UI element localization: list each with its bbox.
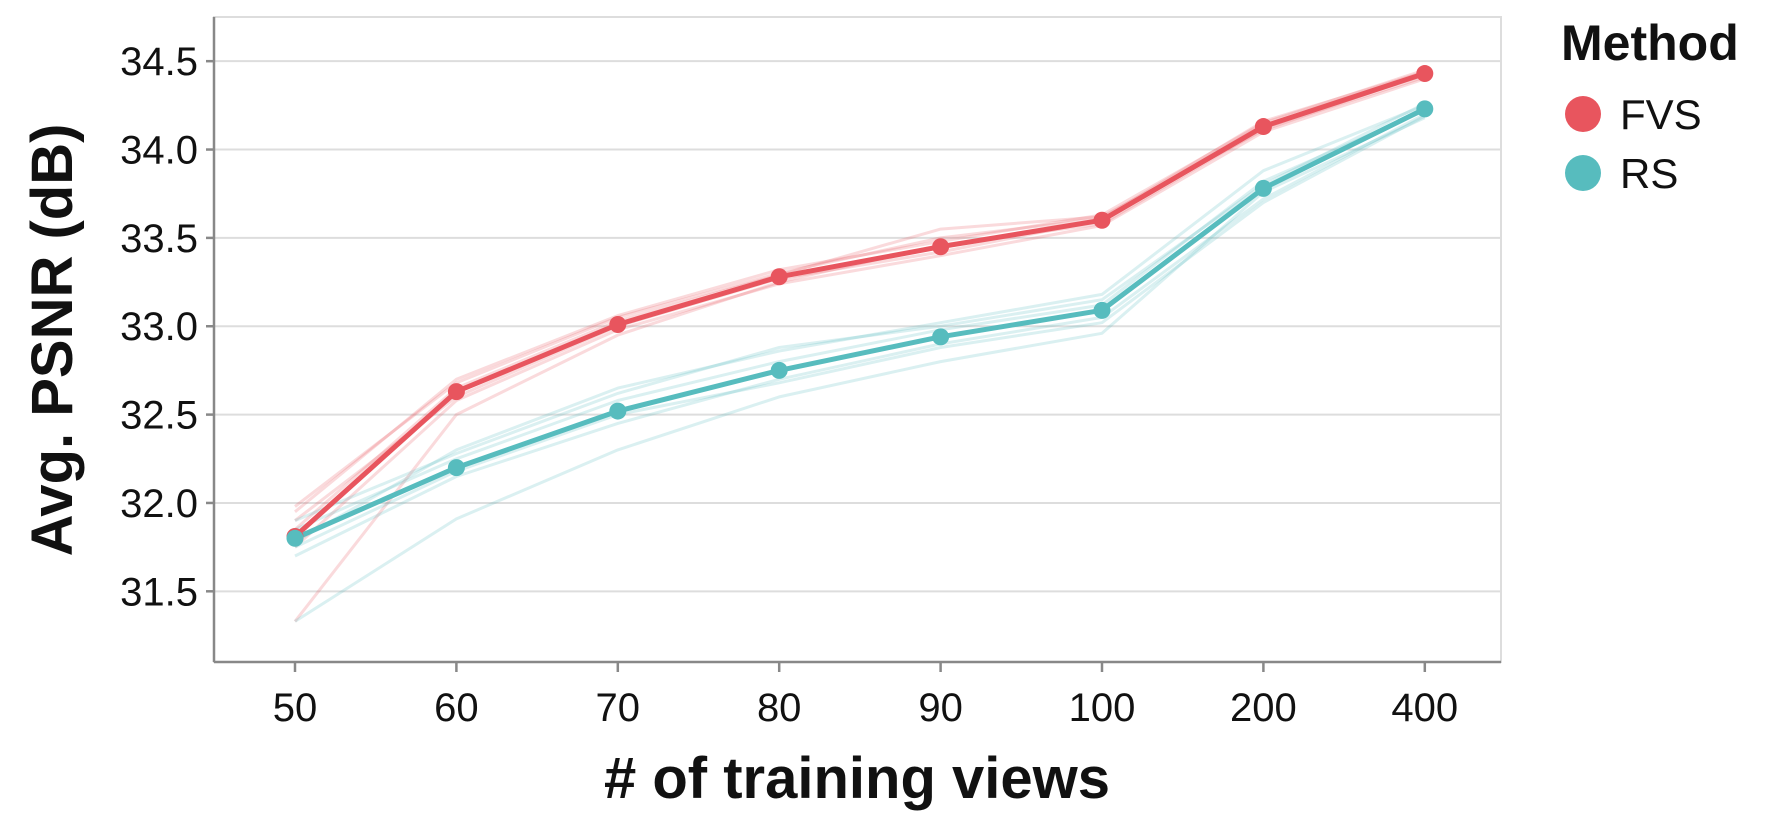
run-line-fvs bbox=[294, 70, 1426, 508]
series-line-fvs bbox=[293, 71, 1426, 539]
data-point-rs bbox=[1254, 179, 1272, 197]
x-axis-ticks: 50 60 70 80 90 100 200 400 bbox=[273, 662, 1458, 730]
data-point-rs bbox=[286, 529, 304, 547]
run-line-rs bbox=[294, 116, 1426, 623]
run-line-fvs bbox=[294, 68, 1426, 513]
x-tick-label: 100 bbox=[1069, 686, 1136, 730]
data-point-rs bbox=[1093, 301, 1111, 319]
series-line-rs bbox=[293, 106, 1426, 541]
y-axis-title: Avg. PSNR (dB) bbox=[20, 124, 85, 557]
legend-swatch-rs bbox=[1565, 155, 1601, 191]
series-lines bbox=[293, 71, 1426, 541]
y-tick-label: 33.5 bbox=[120, 217, 198, 261]
run-line-rs bbox=[294, 102, 1426, 522]
legend-label-rs: RS bbox=[1620, 150, 1678, 197]
data-point-rs bbox=[447, 459, 465, 477]
series-points bbox=[286, 65, 1434, 547]
legend-title: Method bbox=[1561, 15, 1739, 71]
legend-swatch-fvs bbox=[1565, 96, 1601, 132]
run-line-fvs bbox=[293, 75, 1426, 623]
data-point-fvs bbox=[932, 238, 950, 256]
data-point-rs bbox=[932, 328, 950, 346]
gridlines bbox=[214, 60, 1501, 593]
x-tick-label: 50 bbox=[273, 686, 318, 730]
run-line-fvs bbox=[294, 73, 1426, 522]
y-tick-label: 33.0 bbox=[120, 305, 198, 349]
y-tick-label: 31.5 bbox=[120, 570, 198, 614]
data-point-fvs bbox=[609, 315, 627, 333]
data-point-fvs bbox=[1093, 211, 1111, 229]
run-lines bbox=[293, 68, 1426, 623]
y-axis-ticks: 31.5 32.0 32.5 33.0 33.5 34.0 34.5 bbox=[120, 40, 214, 614]
run-line-rs bbox=[294, 104, 1426, 544]
data-point-rs bbox=[609, 402, 627, 420]
y-tick-label: 34.0 bbox=[120, 129, 198, 173]
data-point-fvs bbox=[447, 383, 465, 401]
x-tick-label: 80 bbox=[757, 686, 802, 730]
x-tick-label: 90 bbox=[918, 686, 963, 730]
y-tick-label: 32.5 bbox=[120, 394, 198, 438]
run-line-rs bbox=[294, 114, 1426, 549]
x-tick-label: 200 bbox=[1230, 686, 1297, 730]
data-point-rs bbox=[770, 361, 788, 379]
data-point-fvs bbox=[1416, 65, 1434, 83]
run-line-rs bbox=[294, 112, 1426, 558]
data-point-rs bbox=[1416, 100, 1434, 118]
data-point-fvs bbox=[1254, 118, 1272, 136]
run-line-fvs bbox=[293, 77, 1426, 549]
x-axis-title: # of training views bbox=[604, 746, 1110, 811]
legend: Method FVS RS bbox=[1561, 15, 1739, 197]
run-line-fvs bbox=[294, 72, 1426, 531]
y-tick-label: 34.5 bbox=[120, 40, 198, 84]
run-line-rs bbox=[294, 109, 1426, 531]
x-tick-label: 70 bbox=[596, 686, 641, 730]
x-tick-label: 400 bbox=[1391, 686, 1458, 730]
data-point-fvs bbox=[770, 268, 788, 286]
x-tick-label: 60 bbox=[434, 686, 479, 730]
legend-label-fvs: FVS bbox=[1620, 91, 1702, 138]
y-tick-label: 32.0 bbox=[120, 482, 198, 526]
